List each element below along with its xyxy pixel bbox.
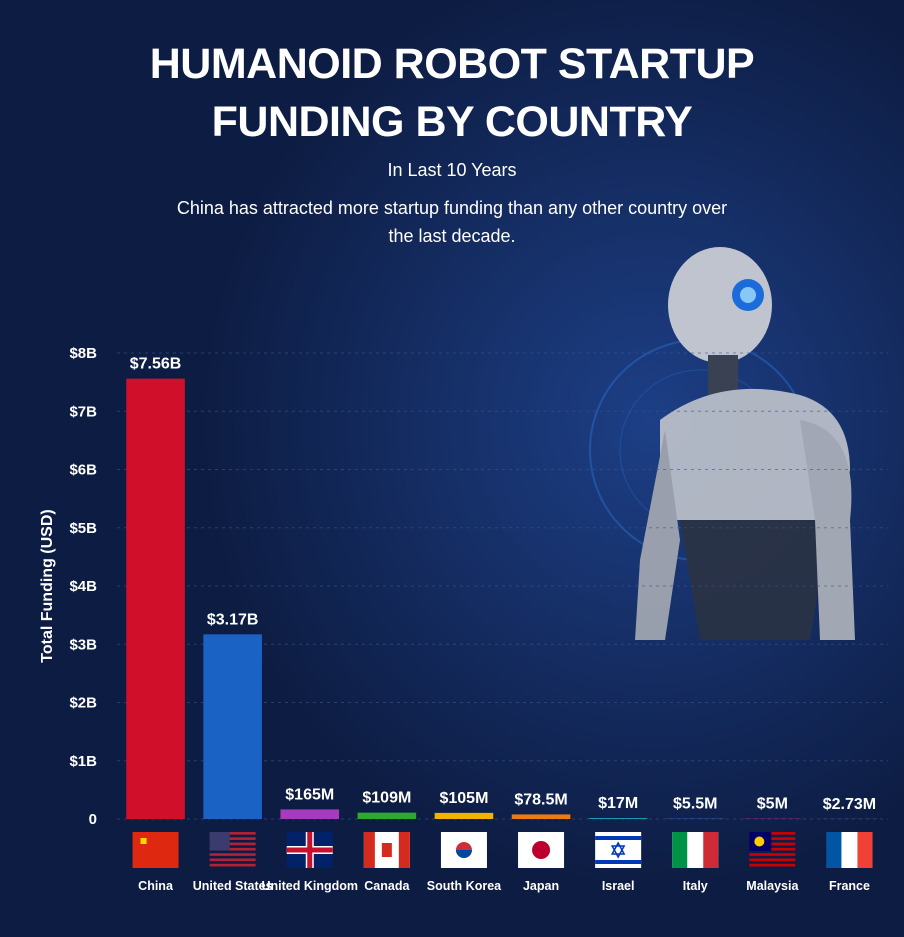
x-tick-label: China [138, 879, 174, 893]
flag [209, 832, 256, 867]
flag-part [398, 832, 410, 868]
flag-part [209, 832, 230, 851]
flag [440, 832, 487, 868]
y-tick-label: $2B [69, 695, 97, 712]
value-label: $7.56B [130, 356, 182, 373]
flag-part [749, 853, 796, 856]
y-tick-label: 0 [89, 811, 97, 828]
bar [511, 814, 571, 819]
chart-description: China has attracted more startup funding… [176, 198, 728, 246]
y-tick-label: $8B [69, 345, 97, 362]
y-tick-label: $5B [69, 520, 97, 537]
flag-part [826, 832, 842, 868]
flag [826, 832, 873, 868]
x-tick-label: United Kingdom [261, 879, 358, 893]
flag-part [209, 847, 256, 851]
y-tick-label: $4B [69, 578, 97, 595]
bar [280, 809, 340, 819]
flag [363, 832, 410, 868]
bar [434, 812, 494, 819]
flag-part [209, 858, 256, 862]
flag-part [595, 836, 642, 840]
flag [595, 832, 642, 868]
flag-part [307, 832, 313, 868]
flag-part [595, 860, 642, 864]
flag-part [749, 858, 796, 862]
flag-part [749, 832, 796, 835]
y-tick-label: $7B [69, 403, 97, 420]
value-label: $109M [362, 790, 411, 807]
x-tick-label: Canada [364, 879, 410, 893]
x-tick-label: Japan [523, 879, 559, 893]
x-tick-label: Italy [683, 879, 708, 893]
flag-part [209, 837, 256, 840]
flag [672, 832, 719, 868]
flag-part [209, 832, 256, 835]
y-tick-label: $6B [69, 462, 97, 479]
flag-part [703, 832, 719, 868]
x-tick-label: France [829, 879, 870, 893]
flag-part [749, 842, 796, 846]
flag-part [532, 841, 551, 859]
flag-part [754, 836, 765, 847]
value-label: $17M [598, 795, 638, 812]
flag-part [132, 832, 179, 868]
chart-title: FUNDING BY COUNTRY [211, 98, 693, 146]
flag-part [610, 841, 626, 859]
flag-part [857, 832, 873, 868]
flag-part [209, 842, 256, 846]
y-axis-label: Total Funding (USD) [39, 509, 56, 662]
value-label: $2.73M [823, 796, 876, 813]
flag-part [749, 837, 796, 840]
flag [518, 832, 565, 868]
flag-part [363, 832, 375, 868]
x-tick-label: Malaysia [746, 879, 799, 893]
bar [126, 378, 185, 819]
chart-subtitle: In Last 10 Years [387, 160, 517, 180]
bar [203, 634, 262, 819]
value-label: $105M [439, 790, 488, 807]
x-tick-label: Israel [602, 879, 635, 893]
flag-part [209, 863, 256, 867]
x-tick-label: South Korea [427, 879, 502, 893]
y-tick-label: $3B [69, 636, 97, 653]
value-label: $5M [757, 796, 788, 813]
flag-part [749, 863, 796, 867]
flag-part [140, 838, 147, 844]
y-tick-label: $1B [69, 753, 97, 770]
x-tick-label: United States [193, 879, 273, 893]
flag-part [381, 843, 392, 857]
flag-part [672, 832, 688, 868]
bar [588, 818, 648, 819]
robot-illustration [589, 247, 855, 640]
value-label: $165M [285, 786, 334, 803]
flag-part [209, 853, 256, 856]
bar [357, 812, 417, 819]
value-label: $5.5M [673, 796, 717, 813]
flag [749, 832, 796, 867]
flag [286, 832, 333, 868]
value-label: $3.17B [207, 611, 259, 628]
flag [132, 832, 179, 868]
chart-title: HUMANOID ROBOT STARTUP [149, 40, 755, 88]
value-label: $78.5M [514, 791, 567, 808]
flag-part [749, 847, 796, 851]
flag-part [455, 850, 472, 858]
